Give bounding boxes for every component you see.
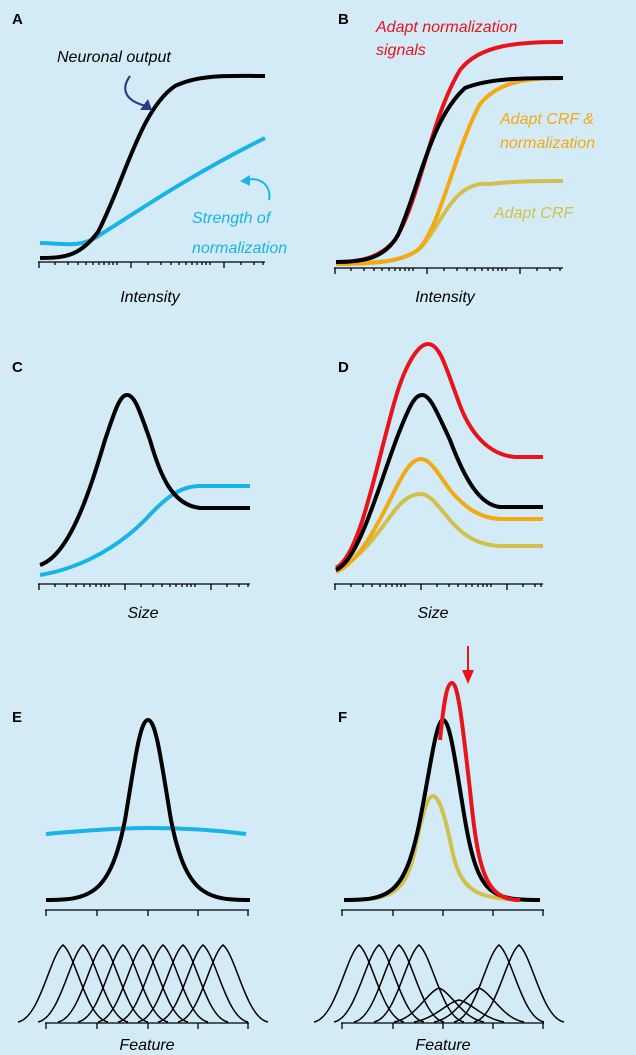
- channel-curve-e-8: [157, 944, 249, 1023]
- x-label-f: Feature: [415, 1037, 470, 1054]
- channel-curve-e-4: [77, 944, 169, 1023]
- x-label-e: Feature: [119, 1037, 174, 1054]
- axis-e: [45, 909, 249, 916]
- x-label-c: Size: [127, 605, 158, 622]
- x-axis-ticks-b: [334, 268, 561, 274]
- channel-curve-e-9: [177, 944, 269, 1023]
- annot-adapt-normalization: Adapt normalization: [375, 19, 518, 36]
- x-label-d: Size: [417, 605, 448, 622]
- normalization-curve-e: [45, 825, 247, 836]
- panel-letter-d: D: [338, 359, 349, 376]
- annot-signals: signals: [376, 42, 426, 59]
- channel-curve-f-8: [453, 944, 545, 1023]
- axis-f: [341, 909, 544, 916]
- panel-f: F Feature: [313, 646, 565, 1054]
- channel-curve-e-2: [37, 944, 129, 1023]
- x-axis-ticks-d: [334, 584, 542, 590]
- normalization-strength-curve-a: [39, 136, 266, 247]
- channel-curve-f-2: [333, 944, 425, 1023]
- arrow-head-neuronal-output: [140, 99, 152, 110]
- annot-adapt-crf: Adapt CRF: [493, 205, 574, 222]
- annot-adapt-crf-and: Adapt CRF &: [499, 111, 594, 128]
- channel-curve-f-3: [353, 944, 445, 1023]
- panel-c: C Size: [12, 359, 250, 622]
- adapt-crf-curve: [335, 179, 564, 265]
- adapt-crf-curve-f: [343, 793, 541, 902]
- channel-curve-e-3: [57, 944, 149, 1023]
- channel-bank-e: [17, 944, 269, 1023]
- x-axis-ticks-e: [45, 910, 249, 916]
- channel-curve-e-7: [137, 944, 229, 1023]
- adapt-normalization-curve-d: [334, 341, 543, 570]
- adapt-crf-normalization-curve-d: [335, 456, 543, 574]
- arrow-head-normalization: [240, 175, 250, 186]
- channel-bank-f: [313, 944, 565, 1023]
- annot-normalization-b: normalization: [500, 135, 595, 152]
- x-label-a: Intensity: [120, 289, 181, 306]
- panel-letter-e: E: [12, 709, 22, 726]
- x-label-b: Intensity: [415, 289, 476, 306]
- panel-letter-f: F: [338, 709, 347, 726]
- panel-e: E Feature: [12, 709, 269, 1054]
- panel-b: B Adapt normalization signals Adapt CRF …: [334, 11, 595, 306]
- neuronal-output-curve-e: [45, 717, 251, 902]
- panel-letter-b: B: [338, 11, 349, 28]
- neuronal-output-curve-b: [335, 76, 564, 264]
- axis-c: [38, 583, 250, 590]
- panel-d: D Size: [334, 341, 543, 622]
- adapt-crf-curve-d: [335, 491, 543, 572]
- channel-curve-f-9: [473, 944, 565, 1023]
- annot-neuronal-output: Neuronal output: [57, 49, 171, 66]
- annot-normalization: normalization: [192, 240, 287, 257]
- x-axis-ticks-f-bottom: [341, 1023, 544, 1029]
- neuronal-output-curve-a: [39, 73, 266, 260]
- axis-a: [38, 261, 265, 268]
- channel-curve-e-5: [97, 944, 189, 1023]
- neuronal-output-curve-c: [39, 392, 250, 567]
- arrow-neuronal-output: [124, 75, 147, 108]
- adapt-crf-normalization-curve: [335, 76, 564, 266]
- x-axis-ticks-f: [341, 910, 544, 916]
- x-axis-ticks-c: [38, 584, 249, 590]
- x-axis-ticks-e-bottom: [45, 1023, 249, 1029]
- axis-b: [334, 267, 563, 274]
- channel-curve-f-1: [313, 944, 405, 1023]
- panel-letter-a: A: [12, 11, 23, 28]
- adapt-normalization-curve-f: [438, 680, 521, 902]
- axis-e-bottom: [45, 1022, 249, 1029]
- channel-curve-f-4: [373, 944, 465, 1023]
- adapt-normalization-curve: [335, 40, 564, 264]
- axis-d: [334, 583, 543, 590]
- channel-curve-e-1: [17, 944, 109, 1023]
- arrow-f-head: [462, 670, 474, 684]
- annot-strength-of: Strength of: [192, 210, 272, 227]
- panel-letter-c: C: [12, 359, 23, 376]
- normalization-curve-c: [39, 484, 250, 577]
- channel-curve-e-6: [117, 944, 209, 1023]
- neuronal-output-curve-d: [334, 392, 543, 572]
- channel-curve-f-6: [413, 999, 505, 1023]
- x-axis-ticks-a: [38, 262, 264, 268]
- channel-curve-f-5: [393, 987, 485, 1023]
- panel-a: A Neuronal output Strength of normalizat…: [12, 11, 287, 306]
- axis-f-bottom: [341, 1022, 544, 1029]
